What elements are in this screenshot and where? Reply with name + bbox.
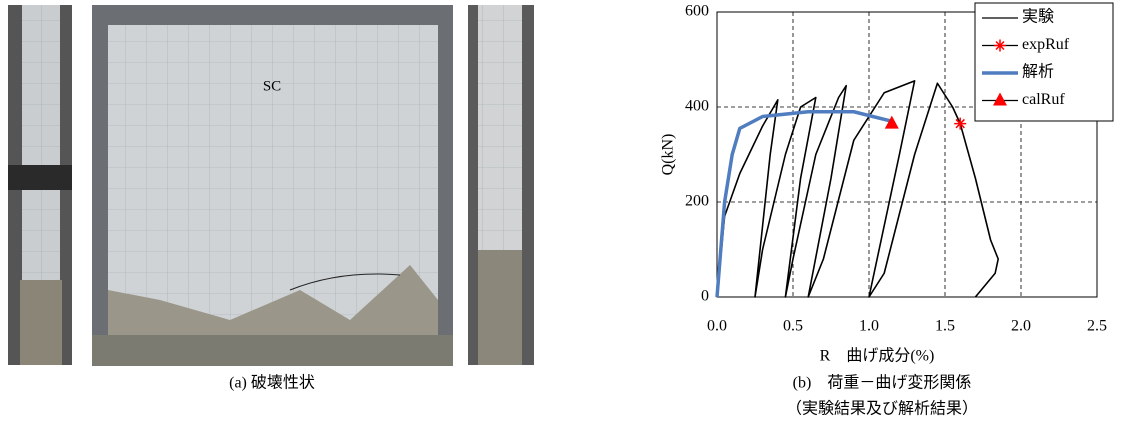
plot-frame: [716, 11, 1098, 298]
chart: 0 200 400 600 0.0 0.5 1.0 1.5 2.0 2.5 R 曲げ成分(%) Q(k…: [660, 2, 1114, 365]
caption-a: (a) 破壊性状: [229, 374, 315, 392]
caption-b: (b) 荷重－曲げ変形関係: [793, 374, 972, 392]
y-tick-label: 200: [685, 193, 709, 210]
x-tick-label: 0.0: [707, 318, 727, 335]
photo-label: SC: [263, 78, 281, 94]
y-tick-label: 600: [685, 3, 709, 20]
y-axis-label: Q(kN): [660, 134, 677, 176]
legend-label: 解析: [1022, 63, 1054, 81]
x-tick-label: 0.5: [783, 318, 803, 335]
x-tick-label: 2.0: [1011, 318, 1031, 335]
legend: 実験 expRuf 解析 calRuf: [974, 2, 1114, 122]
photos: SC (a) 破壊性状: [8, 5, 534, 392]
x-axis-label: R 曲げ成分(%): [820, 347, 935, 365]
y-tick-label: 0: [701, 288, 709, 305]
series-marker: [884, 115, 899, 129]
legend-label: 実験: [1022, 8, 1054, 26]
x-tick-label: 2.5: [1087, 318, 1107, 335]
x-tick-label: 1.5: [935, 318, 955, 335]
legend-marker: [993, 92, 1007, 106]
series-line: [716, 80, 999, 298]
legend-label: expRuf: [1022, 36, 1070, 53]
x-tick-label: 1.0: [859, 318, 879, 335]
y-tick-label: 400: [685, 98, 709, 115]
series-line: [715, 110, 893, 298]
series-marker: [954, 117, 967, 130]
legend-label: calRuf: [1022, 91, 1065, 108]
caption-b2: （実験結果及び解析結果）: [786, 400, 978, 418]
legend-marker: [994, 39, 1006, 52]
